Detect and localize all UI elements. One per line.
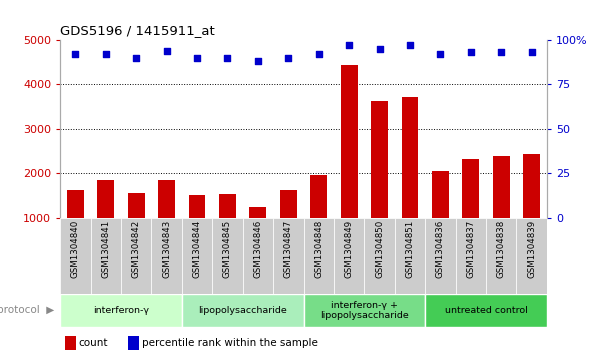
Point — [162, 48, 171, 53]
Text: untreated control: untreated control — [445, 306, 528, 315]
Text: GSM1304846: GSM1304846 — [254, 220, 263, 278]
Point — [222, 55, 232, 61]
Text: GSM1304850: GSM1304850 — [375, 220, 384, 278]
Bar — [341, 65, 358, 218]
Bar — [432, 171, 449, 218]
Bar — [151, 218, 182, 294]
Bar — [304, 218, 334, 294]
Bar — [60, 294, 182, 327]
Bar — [65, 336, 76, 350]
Text: GSM1304837: GSM1304837 — [466, 220, 475, 278]
Text: interferon-γ: interferon-γ — [93, 306, 149, 315]
Point — [496, 49, 506, 55]
Bar — [219, 193, 236, 218]
Bar — [364, 218, 395, 294]
Point — [527, 49, 537, 55]
Text: GSM1304841: GSM1304841 — [101, 220, 110, 278]
Bar — [310, 175, 327, 218]
Bar — [426, 294, 547, 327]
Point — [284, 55, 293, 61]
Bar — [128, 193, 144, 218]
Text: GSM1304847: GSM1304847 — [284, 220, 293, 278]
Bar — [493, 155, 510, 218]
Bar — [128, 336, 139, 350]
Text: GSM1304839: GSM1304839 — [527, 220, 536, 278]
Bar — [334, 218, 364, 294]
Point — [253, 58, 263, 64]
Bar — [97, 180, 114, 218]
Bar — [212, 218, 243, 294]
Text: GSM1304843: GSM1304843 — [162, 220, 171, 278]
Text: lipopolysaccharide: lipopolysaccharide — [198, 306, 287, 315]
Text: GDS5196 / 1415911_at: GDS5196 / 1415911_at — [60, 24, 215, 37]
Text: percentile rank within the sample: percentile rank within the sample — [142, 338, 318, 348]
Text: interferon-γ +
lipopolysaccharide: interferon-γ + lipopolysaccharide — [320, 301, 409, 320]
Text: GSM1304851: GSM1304851 — [406, 220, 415, 278]
Text: GSM1304849: GSM1304849 — [344, 220, 353, 278]
Text: GSM1304848: GSM1304848 — [314, 220, 323, 278]
Point — [466, 49, 475, 55]
Bar — [304, 294, 426, 327]
Point — [344, 42, 354, 48]
Bar — [249, 207, 266, 218]
Bar — [158, 180, 175, 218]
Bar — [182, 294, 304, 327]
Text: GSM1304836: GSM1304836 — [436, 220, 445, 278]
Text: GSM1304838: GSM1304838 — [497, 220, 506, 278]
Bar — [189, 195, 206, 218]
Text: protocol  ▶: protocol ▶ — [0, 305, 54, 315]
Point — [405, 42, 415, 48]
Bar — [523, 154, 540, 218]
Bar — [516, 218, 547, 294]
Bar — [273, 218, 304, 294]
Bar — [371, 101, 388, 218]
Text: GSM1304845: GSM1304845 — [223, 220, 232, 278]
Bar — [463, 159, 479, 218]
Point — [70, 51, 80, 57]
Text: GSM1304840: GSM1304840 — [71, 220, 80, 278]
Bar — [395, 218, 426, 294]
Bar — [486, 218, 516, 294]
Point — [132, 55, 141, 61]
Bar — [91, 218, 121, 294]
Bar — [60, 218, 91, 294]
Bar — [182, 218, 212, 294]
Bar — [426, 218, 456, 294]
Bar — [280, 190, 297, 218]
Point — [375, 46, 385, 52]
Text: GSM1304844: GSM1304844 — [192, 220, 201, 278]
Text: GSM1304842: GSM1304842 — [132, 220, 141, 278]
Point — [192, 55, 202, 61]
Bar — [67, 190, 84, 218]
Point — [101, 51, 111, 57]
Point — [436, 51, 445, 57]
Bar — [401, 97, 418, 218]
Point — [314, 51, 323, 57]
Text: count: count — [79, 338, 108, 348]
Bar — [121, 218, 151, 294]
Bar — [243, 218, 273, 294]
Bar — [456, 218, 486, 294]
